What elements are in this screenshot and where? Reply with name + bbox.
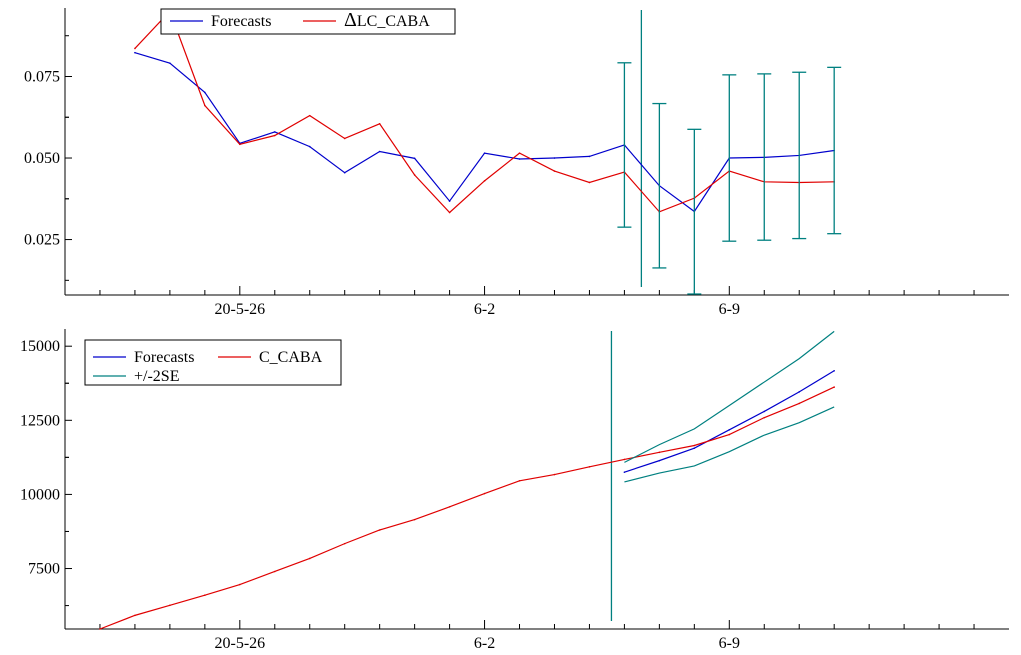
- y-tick-label: 15000: [20, 338, 60, 355]
- data-point-actual: [169, 604, 171, 607]
- data-point-forecast: [553, 157, 556, 159]
- legend-label: +/-2SE: [134, 368, 179, 385]
- data-point-actual: [553, 170, 556, 172]
- data-point-actual: [134, 47, 136, 50]
- data-point-actual: [728, 433, 731, 436]
- band-lower-line: [624, 406, 835, 483]
- data-point-actual: [343, 137, 346, 140]
- series-line-actual: [99, 386, 835, 630]
- data-point-actual: [413, 174, 416, 176]
- data-point-actual: [518, 152, 521, 154]
- x-tick-label: 20-5-26: [214, 301, 265, 318]
- data-point-actual: [378, 122, 381, 125]
- x-tick-label: 6-2: [474, 635, 495, 652]
- data-point-forecast: [483, 152, 486, 154]
- legend-label: Forecasts: [211, 13, 271, 30]
- data-point-actual: [413, 518, 416, 521]
- data-point-forecast: [448, 200, 451, 202]
- band-upper-line: [624, 330, 835, 463]
- data-point-forecast: [763, 410, 766, 413]
- top-panel-delta-lc-caba: 20-5-26 6-2 6-9 0.025 0.050 0.075 Forecasts ΔLC…: [24, 8, 1009, 318]
- data-point-forecast: [518, 158, 521, 160]
- data-point-actual: [239, 143, 241, 146]
- data-point-actual: [763, 416, 766, 419]
- data-point-actual: [204, 104, 206, 107]
- y-tick-label: 0.075: [24, 68, 60, 85]
- x-tick-label: 6-9: [719, 635, 740, 652]
- data-point-actual: [273, 134, 276, 137]
- data-point-actual: [343, 542, 346, 545]
- legend-label: C_CABA: [259, 349, 323, 366]
- data-point-forecast: [413, 157, 416, 160]
- data-point-actual: [518, 479, 521, 482]
- data-point-forecast: [169, 62, 171, 64]
- data-point-actual: [448, 211, 451, 214]
- y-tick-label: 10000: [20, 486, 60, 503]
- data-point-actual: [308, 557, 311, 560]
- data-point-forecast: [798, 391, 801, 393]
- legend-box: [84, 339, 342, 386]
- data-point-actual: [483, 492, 486, 495]
- data-point-actual: [134, 614, 136, 617]
- data-point-forecast: [308, 145, 311, 148]
- legend-label: ΔLC_CABA: [344, 9, 430, 31]
- data-point-actual: [588, 466, 591, 468]
- data-point-forecast: [693, 447, 696, 449]
- x-tick-label: 6-9: [719, 301, 740, 318]
- data-point-forecast: [728, 428, 731, 431]
- y-tick-label: 12500: [20, 412, 60, 429]
- data-point-actual: [448, 506, 451, 508]
- data-point-actual: [833, 386, 835, 388]
- data-point-actual: [378, 529, 381, 531]
- data-point-actual: [308, 114, 311, 117]
- data-point-actual: [553, 473, 556, 476]
- data-point-forecast: [833, 369, 835, 372]
- data-point-actual: [693, 444, 696, 447]
- data-point-forecast: [204, 91, 206, 94]
- data-point-forecast: [273, 131, 276, 133]
- x-tick-label: 6-2: [474, 301, 495, 318]
- y-tick-label: 7500: [28, 561, 60, 578]
- data-point-forecast: [343, 171, 346, 174]
- x-tick-label: 20-5-26: [214, 635, 265, 652]
- data-point-actual: [623, 458, 626, 461]
- data-point-forecast: [623, 471, 626, 473]
- bottom-panel-c-caba: 20-5-26 6-2 6-9 7500 10000 12500 15000 Forecast…: [20, 329, 1009, 652]
- data-point-actual: [798, 402, 801, 405]
- data-point-forecast: [658, 459, 661, 462]
- y-tick-label: 0.025: [24, 232, 60, 249]
- y-tick-label: 0.050: [24, 150, 60, 167]
- data-point-forecast: [378, 150, 381, 153]
- data-point-actual: [239, 583, 241, 586]
- data-point-forecast: [134, 51, 136, 54]
- data-point-actual: [588, 181, 591, 184]
- data-point-actual: [204, 594, 206, 597]
- data-point-actual: [273, 570, 276, 573]
- data-point-actual: [99, 628, 101, 630]
- data-point-actual: [483, 180, 486, 182]
- data-point-forecast: [588, 155, 591, 158]
- legend-label: Forecasts: [134, 349, 194, 366]
- data-point-actual: [658, 451, 661, 454]
